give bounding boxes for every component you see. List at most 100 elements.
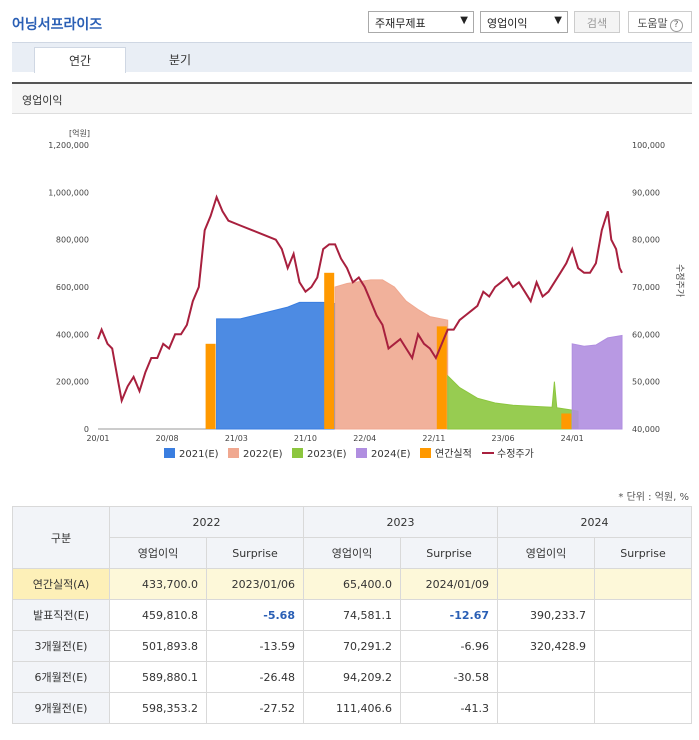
right-tick-label: 60,000 [632, 330, 660, 339]
sub-header: Surprise [594, 537, 692, 569]
table-cell [594, 692, 692, 724]
tab-quarterly[interactable]: 분기 [168, 53, 192, 67]
table-cell: -26.48 [206, 661, 304, 693]
x-tick-label: 22/04 [353, 434, 376, 443]
legend-label: 수정주가 [497, 448, 534, 460]
right-tick-label: 70,000 [632, 283, 660, 292]
legend-swatch [420, 448, 431, 458]
table-header-row: 구분 2022 2023 2024 [12, 506, 692, 569]
table-cell: 111,406.6 [303, 692, 401, 724]
table-cell: 65,400.0 [303, 568, 401, 600]
table-row: 6개월전(E) 589,880.1 -26.48 94,209.2 -30.58 [12, 661, 692, 693]
annual-result-bar [436, 326, 447, 429]
help-button[interactable]: 도움말? [628, 11, 692, 33]
left-tick-label: 600,000 [56, 283, 89, 292]
right-tick-label: 50,000 [632, 378, 660, 387]
left-tick-label: 1,200,000 [48, 141, 89, 150]
legend-label: 2022(E) [243, 449, 283, 460]
table-row: 3개월전(E) 501,893.8 -13.59 70,291.2 -6.96 320,4… [12, 630, 692, 662]
left-tick-label: 400,000 [56, 330, 89, 339]
x-tick-label: 22/11 [422, 434, 445, 443]
left-tick-label: 1,000,000 [48, 188, 89, 197]
table-cell: -5.68 [206, 599, 304, 631]
sub-header: Surprise [206, 537, 304, 569]
header: 어닝서프라이즈 주재무제표 ▼ 영업이익 ▼ 검색 도움말? [0, 0, 699, 42]
table-cell: 94,209.2 [303, 661, 401, 693]
year-header: 2024 [497, 506, 692, 538]
area-2023e [447, 374, 579, 430]
table-cell: 74,581.1 [303, 599, 401, 631]
page-title: 어닝서프라이즈 [12, 17, 103, 33]
table-cell: 459,810.8 [109, 599, 207, 631]
legend-swatch [292, 448, 303, 458]
chevron-down-icon: ▼ [554, 15, 562, 26]
legend-label: 2021(E) [179, 449, 219, 460]
table-cell: 501,893.8 [109, 630, 207, 662]
legend-swatch [356, 448, 367, 458]
x-tick-label: 21/03 [225, 434, 248, 443]
right-tick-label: 90,000 [632, 188, 660, 197]
x-tick-label: 20/08 [156, 434, 179, 443]
table-cell: -30.58 [400, 661, 498, 693]
x-tick-label: 20/01 [86, 434, 109, 443]
price-line [97, 194, 623, 405]
section-bar: 영업이익 [12, 82, 692, 114]
legend-label: 2023(E) [307, 449, 347, 460]
table-cell [497, 692, 595, 724]
surprise-table: 구분 2022 2023 2024 영업이익 Surprise 영업이익 Surprise 영업… [12, 506, 692, 724]
statement-select-value: 주재무제표 [375, 17, 426, 30]
x-tick-label: 21/10 [294, 434, 317, 443]
table-corner: 구분 [12, 506, 110, 569]
search-button[interactable]: 검색 [574, 11, 620, 33]
left-tick-label: 200,000 [56, 378, 89, 387]
table-cell: 598,353.2 [109, 692, 207, 724]
table-cell: 2023/01/06 [206, 568, 304, 600]
area-2024e [571, 334, 623, 430]
legend-swatch [228, 448, 239, 458]
table-cell [594, 661, 692, 693]
annual-result-bar [324, 272, 335, 429]
annual-result-bar [205, 343, 216, 429]
area-2022e [334, 279, 449, 430]
item-select-value: 영업이익 [487, 17, 528, 30]
table-subheader-row: 영업이익 Surprise 영업이익 Surprise 영업이익 Surprise [13, 537, 692, 569]
left-axis-unit: [억원] [69, 128, 90, 138]
section-title: 영업이익 [22, 94, 63, 107]
row-label: 발표직전(E) [12, 599, 110, 631]
table-cell: 70,291.2 [303, 630, 401, 662]
table-cell: -12.67 [400, 599, 498, 631]
table-cell: 390,233.7 [497, 599, 595, 631]
table-cell [594, 630, 692, 662]
sub-header: 영업이익 [497, 537, 595, 569]
tab-annual[interactable]: 연간 [34, 47, 126, 73]
legend-label: 연간실적 [435, 448, 472, 460]
sub-header: 영업이익 [303, 537, 401, 569]
table-row: 연간실적(A) 433,700.0 2023/01/06 65,400.0 2024/0… [12, 568, 692, 600]
area-2021e [216, 301, 336, 430]
table-cell: 2024/01/09 [400, 568, 498, 600]
row-label: 6개월전(E) [12, 661, 110, 693]
x-tick-label: 23/06 [492, 434, 515, 443]
table-cell [594, 568, 692, 600]
right-axis-title: 수정주가 [674, 264, 685, 297]
sub-header: Surprise [400, 537, 498, 569]
table-cell: -27.52 [206, 692, 304, 724]
table-cell: 433,700.0 [109, 568, 207, 600]
left-tick-label: 800,000 [56, 236, 89, 245]
help-label: 도움말 [637, 17, 668, 30]
period-tabs: 연간 분기 [12, 42, 692, 73]
question-icon: ? [669, 19, 683, 32]
table-cell: -6.96 [400, 630, 498, 662]
table-row: 9개월전(E) 598,353.2 -27.52 111,406.6 -41.3 [12, 692, 692, 724]
legend-swatch [164, 448, 175, 458]
table-cell: -41.3 [400, 692, 498, 724]
table-cell [497, 661, 595, 693]
right-tick-label: 80,000 [632, 236, 660, 245]
table-cell: 320,428.9 [497, 630, 595, 662]
statement-select[interactable]: 주재무제표 ▼ [368, 11, 474, 33]
legend-label: 2024(E) [371, 449, 411, 460]
right-tick-label: 100,000 [632, 141, 665, 150]
item-select[interactable]: 영업이익 ▼ [480, 11, 568, 33]
chevron-down-icon: ▼ [460, 15, 468, 26]
x-tick-label: 24/01 [561, 434, 584, 443]
